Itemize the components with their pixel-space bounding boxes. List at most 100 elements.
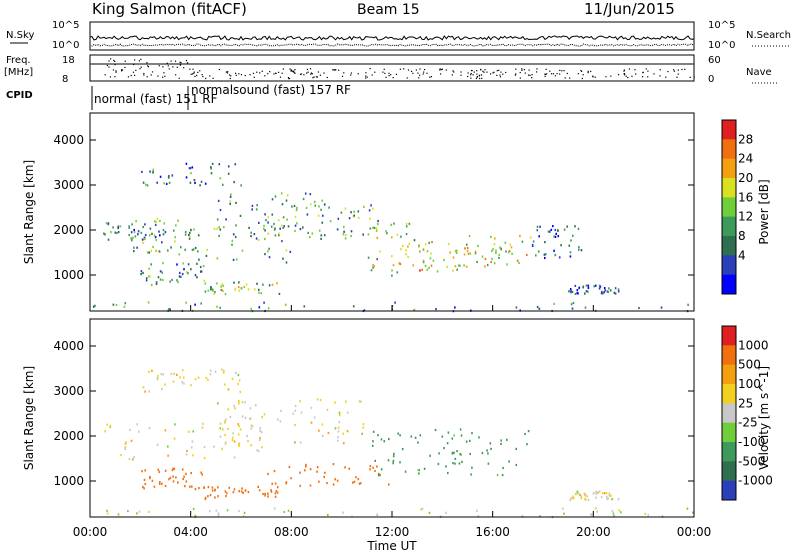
echo-cell-10: [190, 172, 192, 175]
sounding-dot: [109, 76, 112, 78]
echo-cell-8: [539, 515, 541, 518]
nave-dot: [531, 74, 533, 76]
echo-cell-11: [536, 225, 539, 228]
echo-cell-0: [257, 450, 260, 453]
echo-cell-6: [353, 214, 355, 217]
echo-cell-5: [232, 233, 235, 236]
echo-cell-4: [376, 465, 378, 468]
echo-cell-7: [608, 494, 611, 497]
colorbar-frame: [721, 119, 737, 295]
power-colorbar-label: Power [dB]: [757, 179, 771, 244]
echo-cell-8: [421, 268, 423, 271]
nave-dot: [201, 74, 203, 76]
echo-cell-7: [570, 497, 572, 500]
nave-dot: [689, 76, 691, 78]
echo-cell-1: [162, 229, 165, 232]
sounding-dot: [167, 65, 169, 67]
echo-cell-5: [229, 202, 231, 205]
echo-cell-12: [593, 285, 595, 288]
echo-cell-6: [278, 219, 280, 222]
echo-cell-5: [239, 214, 242, 217]
echo-cell-5: [410, 435, 413, 438]
echo-cell-3: [316, 398, 319, 401]
echo-cell-7: [373, 265, 376, 268]
echo-cell-3: [233, 281, 235, 284]
echo-cell-4: [285, 481, 288, 484]
colorbar-segment-8: [722, 480, 736, 501]
echo-cell-1: [171, 469, 174, 472]
echo-cell-4: [197, 250, 199, 253]
echo-cell-0: [117, 231, 120, 234]
nave-dot: [439, 73, 442, 75]
echo-cell-8: [456, 268, 458, 271]
echo-cell-13: [538, 307, 541, 310]
echo-cell-2: [270, 490, 273, 493]
echo-cell-2: [211, 486, 214, 489]
echo-cell-3: [259, 437, 261, 440]
echo-cell-10: [168, 181, 171, 184]
echo-cell-5: [350, 230, 353, 233]
echo-cell-7: [407, 245, 409, 248]
freq-unit-label: [MHz]: [4, 67, 33, 78]
nave-dot: [496, 70, 498, 72]
echo-cell-0: [203, 456, 206, 460]
echo-cell-12: [614, 287, 617, 290]
echo-cell-13: [263, 301, 265, 304]
nave-dot: [306, 68, 309, 71]
echo-cell-3: [338, 421, 341, 424]
echo-cell-0: [167, 445, 169, 448]
echo-cell-5: [229, 200, 232, 203]
nave-dot: [502, 73, 504, 75]
echo-cell-5: [487, 462, 490, 465]
echo-cell-6: [295, 209, 298, 212]
noise-left-tick-high: 10^5: [52, 20, 79, 31]
echo-cell-5: [392, 462, 394, 465]
echo-cell-1: [136, 246, 138, 249]
echo-cell-4: [344, 466, 346, 469]
echo-cell-5: [248, 226, 250, 229]
nave-dot: [519, 77, 521, 79]
nsky-trace: [89, 35, 695, 41]
echo-cell-13: [515, 306, 518, 309]
echo-cell-8: [443, 258, 445, 262]
echo-cell-4: [263, 227, 265, 230]
echo-cell-0: [130, 231, 133, 234]
echo-cell-11: [549, 230, 551, 233]
sounding-dot: [134, 74, 136, 76]
nave-dot: [500, 71, 502, 73]
echo-cell-8: [644, 512, 647, 515]
nave-dot: [392, 76, 394, 79]
echo-cell-7: [569, 498, 572, 502]
echo-cell-3: [313, 416, 316, 419]
nave-label: Nave: [746, 67, 772, 78]
echo-cell-11: [557, 235, 560, 238]
echo-cell-1: [172, 229, 175, 232]
echo-cell-2: [242, 491, 244, 495]
echo-cell-11: [569, 255, 572, 258]
echo-cell-7: [584, 493, 587, 496]
echo-cell-3: [362, 426, 364, 429]
echo-cell-13: [413, 308, 416, 311]
colorbar-tick-0: 1000: [738, 338, 769, 352]
echo-cell-3: [244, 416, 247, 419]
sounding-dot: [113, 59, 115, 62]
echo-cell-5: [374, 459, 376, 462]
echo-cell-6: [182, 376, 185, 379]
echo-cell-5: [380, 438, 383, 441]
echo-cell-8: [428, 511, 431, 514]
echo-cell-11: [545, 253, 547, 256]
echo-cell-3: [327, 431, 330, 435]
echo-cell-5: [313, 200, 316, 203]
echo-cell-10: [240, 184, 242, 187]
echo-cell-0: [154, 223, 157, 226]
echo-cell-4: [326, 482, 328, 485]
echo-cell-1: [142, 241, 144, 244]
nave-dot: [332, 69, 334, 71]
power-echo-cells: [92, 162, 689, 313]
echo-cell-5: [218, 226, 220, 229]
nave-dot: [451, 74, 453, 76]
sounding-dot: [121, 69, 124, 71]
nave-dot: [498, 69, 500, 71]
echo-cell-3: [225, 418, 227, 421]
echo-cell-6: [345, 233, 347, 236]
